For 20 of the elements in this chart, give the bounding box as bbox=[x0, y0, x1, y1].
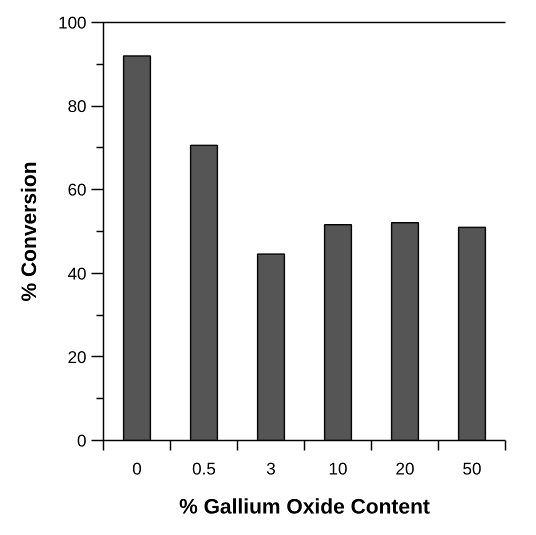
y-tick-label: 60 bbox=[68, 180, 87, 200]
x-tick-label: 3 bbox=[266, 460, 276, 478]
x-tick-label: 0.5 bbox=[192, 460, 216, 478]
x-tick-label: 10 bbox=[328, 460, 348, 478]
y-tick-label: 40 bbox=[68, 264, 87, 284]
bar bbox=[190, 144, 218, 440]
bar bbox=[324, 224, 352, 440]
bar bbox=[458, 226, 486, 440]
x-tick-label: 50 bbox=[462, 460, 482, 478]
y-tick-label: 20 bbox=[68, 348, 87, 367]
y-tick-label: 0 bbox=[77, 432, 87, 450]
x-tick-label: 20 bbox=[396, 460, 414, 478]
bar bbox=[390, 222, 420, 440]
y-tick-label: 100 bbox=[58, 14, 87, 32]
bar bbox=[256, 253, 286, 440]
y-tick-label: 80 bbox=[68, 97, 87, 116]
x-axis-title: % Gallium Oxide Content bbox=[179, 496, 430, 518]
y-axis-title: % Conversion bbox=[18, 161, 42, 302]
bar bbox=[122, 55, 152, 440]
x-tick-label: 0 bbox=[132, 460, 142, 478]
